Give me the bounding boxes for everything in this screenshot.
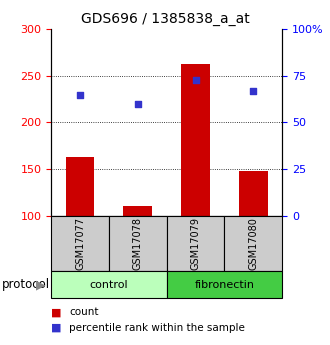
Text: ■: ■ (51, 323, 62, 333)
Bar (181, 64, 210, 216)
Text: percentile rank within the sample: percentile rank within the sample (69, 323, 245, 333)
Text: ▶: ▶ (36, 278, 45, 291)
Bar (66, 157, 94, 216)
Text: fibronectin: fibronectin (194, 280, 254, 289)
Point (193, 77, 198, 82)
Text: count: count (69, 307, 99, 317)
Bar (123, 206, 152, 216)
Point (135, 101, 140, 107)
Text: ■: ■ (51, 307, 62, 317)
Text: GDS696 / 1385838_a_at: GDS696 / 1385838_a_at (81, 12, 249, 26)
Text: GSM17077: GSM17077 (75, 217, 85, 270)
Text: GSM17078: GSM17078 (133, 217, 143, 270)
Text: protocol: protocol (2, 278, 50, 291)
Bar (239, 171, 268, 216)
Text: GSM17080: GSM17080 (248, 217, 258, 270)
Point (251, 88, 256, 93)
Text: control: control (89, 280, 128, 289)
Text: GSM17079: GSM17079 (190, 217, 201, 270)
Point (77, 92, 82, 97)
